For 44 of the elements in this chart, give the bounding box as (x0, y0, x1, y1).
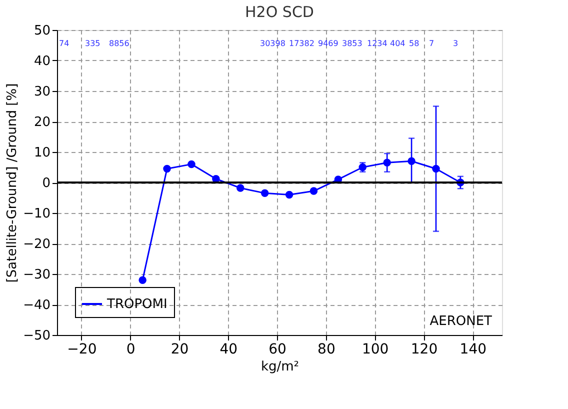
x-tick-label: 80 (318, 342, 336, 358)
annotation: 7 (429, 39, 434, 48)
y-tick-label: −20 (23, 237, 50, 252)
y-tick-label: −50 (23, 328, 50, 344)
x-tick-label: 20 (170, 342, 189, 358)
annotation: AERONET (430, 314, 492, 329)
x-tick-label: 0 (126, 342, 136, 358)
point (236, 184, 244, 192)
annotation: 335 (85, 39, 100, 48)
y-tick-label: −10 (23, 206, 50, 222)
point (285, 190, 294, 199)
y-tick-label: 0 (42, 176, 50, 191)
point (138, 276, 146, 284)
annotation: 3853 (342, 39, 362, 48)
annotation: 8856 (109, 39, 130, 48)
annotation: 9469 (318, 39, 338, 48)
annotation: 17382 (289, 39, 314, 48)
x-tick-label: 40 (220, 342, 238, 358)
chart-title: H2O SCD (245, 3, 314, 21)
point (310, 187, 318, 195)
annotation: 1234 (367, 39, 388, 48)
x-tick-label: 140 (460, 342, 487, 358)
y-tick-label: 20 (34, 115, 50, 130)
annotation: 30398 (260, 39, 286, 48)
y-tick-label: 50 (34, 24, 50, 38)
y-tick-label: 10 (34, 146, 50, 160)
x-tick-label: 60 (268, 342, 286, 358)
point (163, 164, 171, 173)
annotation: 3 (453, 39, 458, 48)
annotation: 74 (59, 39, 70, 48)
y-tick-label: −40 (23, 298, 50, 313)
y-tick-label: 30 (34, 84, 50, 100)
x-tick-label: 100 (362, 342, 389, 358)
x-tick-label: −20 (67, 342, 97, 358)
annotation: 404 (390, 39, 406, 48)
annotation: 58 (409, 39, 420, 48)
y-axis-title: [Satellite-Ground] /Ground [%] (5, 83, 20, 283)
y-tick-label: −30 (23, 268, 50, 282)
y-tick-label: 40 (34, 54, 50, 69)
legend-label: TROPOMI (106, 297, 168, 312)
x-tick-label: 120 (410, 342, 438, 358)
point (188, 160, 196, 168)
point (260, 189, 269, 198)
x-axis-title: kg/m² (260, 360, 300, 374)
